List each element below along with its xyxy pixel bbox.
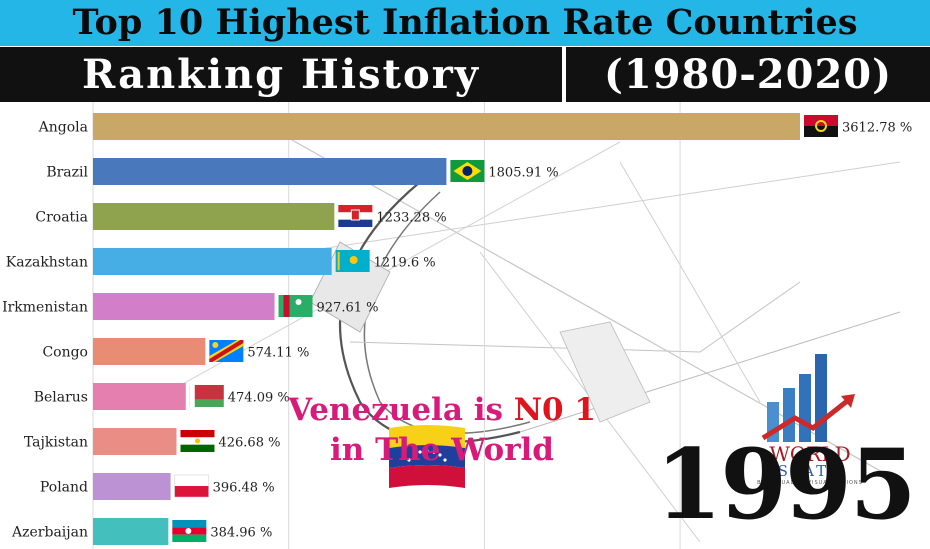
bar-row: Belarus 474.09 % [34,383,290,410]
turkmenistan-flag-icon [278,295,313,317]
value-label: 1805.91 % [488,166,558,181]
poland-flag-icon [174,474,209,498]
world-stats-logo [761,354,855,442]
bar [93,293,275,320]
title-bar: Top 10 Highest Inflation Rate Countries [0,0,930,46]
country-label: Azerbaijan [11,525,88,541]
bar-row: Poland 396.48 % [40,473,275,500]
bar-row: Azerbaijan 384.96 % [11,518,272,545]
belarus-flag-icon [189,385,224,407]
country-label: Irkmenistan [2,300,88,316]
value-label: 927.61 % [317,301,379,316]
brazil-flag-icon [450,160,485,182]
bar [93,473,171,500]
value-label: 474.09 % [228,391,290,406]
logo-bar-2 [783,388,795,442]
venezuela-callout: Venezuela is N0 1 in The World [262,390,622,470]
bar-row: Congo 574.11 % [42,338,309,365]
bar [93,113,800,140]
value-label: 574.11 % [247,346,309,361]
country-label: Tajkistan [24,435,88,451]
country-label: Croatia [35,210,88,226]
value-label: 384.96 % [210,526,272,541]
subtitle-bar: Ranking History (1980-2020) [0,47,930,102]
logo-arrow-line [761,396,853,441]
logo-word-stats: STATS [777,462,843,480]
azerbaijan-flag-icon [172,520,207,542]
bar-chart: Angola 3612.78 % Brazil 1805.91 % Croatia 123… [2,102,912,549]
kazakhstan-flag-icon [335,250,370,272]
tajikistan-flag-icon [180,430,215,452]
bar [93,383,186,410]
chart-title: Top 10 Highest Inflation Rate Countries [72,2,858,43]
bar [93,518,169,545]
bar [93,158,447,185]
bars-group: Angola 3612.78 % Brazil 1805.91 % Croatia 123… [2,113,912,545]
value-label: 1219.6 % [374,256,436,271]
bar-row: Irkmenistan 927.61 % [2,293,379,320]
country-label: Congo [42,345,88,361]
bar [93,248,332,275]
callout-line2: in The World [330,432,554,468]
logo-tagline: BEST QUALITY VISUALIZATIONS [757,480,863,486]
bar-row: Tajkistan 426.68 % [24,428,280,455]
country-label: Belarus [34,390,88,406]
bar [93,203,335,230]
value-label: 426.68 % [218,436,280,451]
angola-flag-icon [804,115,838,137]
country-label: Brazil [46,165,88,181]
congo-flag-icon [209,340,244,362]
bar [93,428,177,455]
logo-arrow-head [841,394,855,408]
bar-row: Angola 3612.78 % [38,113,912,140]
subtitle-year-range: (1980-2020) [566,47,930,102]
callout-highlight: N0 1 [513,392,596,428]
callout-line1-prefix: Venezuela is [287,392,514,428]
value-label: 3612.78 % [842,121,912,136]
chart-area: Angola 3612.78 % Brazil 1805.91 % Croatia 123… [0,102,930,549]
bar-row: Brazil 1805.91 % [46,158,559,185]
value-label: 1233.28 % [376,211,446,226]
country-label: Kazakhstan [6,255,88,271]
country-label: Poland [40,480,88,496]
subtitle-ranking-history: Ranking History [0,47,562,102]
croatia-flag-icon [338,205,373,227]
bar [93,338,206,365]
venezuela-flag-icon [389,425,465,488]
bar-row: Croatia 1233.28 % [35,203,447,230]
country-label: Angola [38,120,88,136]
year-label: 1995 [655,428,916,541]
bar-row: Kazakhstan 1219.6 % [6,248,436,275]
logo-text-block: WORLD STATS BEST QUALITY VISUALIZATIONS [755,352,865,502]
logo-word-world: WORLD [769,442,851,466]
background-sketch [149,121,901,543]
value-label: 396.48 % [213,481,275,496]
